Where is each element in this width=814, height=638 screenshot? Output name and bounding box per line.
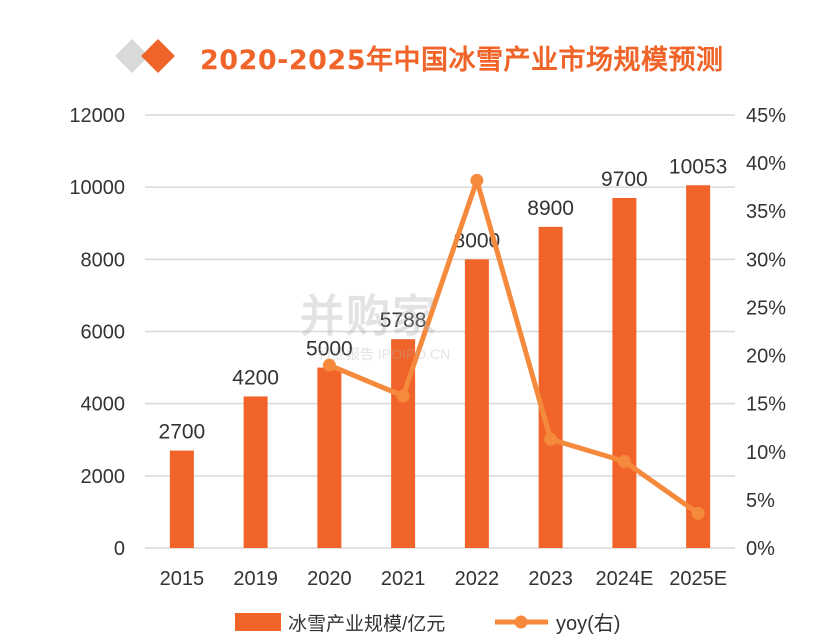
- yoy-point: [396, 389, 410, 403]
- legend-line-marker: [514, 615, 528, 629]
- left-tick-label: 6000: [81, 322, 126, 344]
- right-tick-label: 40%: [746, 153, 786, 175]
- bar: [538, 226, 563, 548]
- yoy-point: [544, 432, 558, 446]
- bar: [686, 185, 711, 548]
- right-tick-label: 0%: [746, 538, 775, 560]
- bar-data-label: 5788: [380, 309, 427, 332]
- right-tick-label: 5%: [746, 490, 775, 512]
- left-tick-label: 10000: [69, 177, 125, 199]
- bar: [317, 367, 342, 548]
- left-tick-label: 8000: [81, 249, 126, 271]
- x-tick-label: 2025E: [669, 568, 727, 590]
- x-tick-label: 2019: [233, 568, 278, 590]
- yoy-line-series: [322, 173, 705, 520]
- x-tick-label: 2021: [381, 568, 426, 590]
- right-tick-label: 45%: [746, 105, 786, 127]
- left-tick-label: 2000: [81, 466, 126, 488]
- bar: [464, 259, 489, 548]
- right-tick-label: 25%: [746, 297, 786, 319]
- bar-data-label: 2700: [159, 421, 206, 444]
- right-tick-label: 20%: [746, 346, 786, 368]
- x-axis-tick-labels: 2015 2019 2020 2021 2022 2023 2024E 2025E: [160, 568, 727, 590]
- right-tick-label: 35%: [746, 201, 786, 223]
- legend-bar-swatch: [235, 613, 281, 631]
- left-tick-label: 0: [114, 538, 125, 560]
- bar-data-label: 8900: [527, 197, 574, 220]
- right-tick-label: 10%: [746, 442, 786, 464]
- left-tick-label: 4000: [81, 394, 126, 416]
- bar: [612, 197, 637, 548]
- bar-series: [169, 185, 711, 548]
- chart-title: 2020-2025年中国冰雪产业市场规模预测: [200, 45, 724, 76]
- yoy-line: [326, 177, 701, 516]
- legend-line-label: yoy(右): [556, 612, 620, 635]
- legend: 冰雪产业规模/亿元 yoy(右): [235, 612, 620, 635]
- legend-bar-label: 冰雪产业规模/亿元: [288, 613, 445, 635]
- bar-data-label: 4200: [232, 366, 279, 389]
- bar-data-label: 8000: [454, 229, 501, 252]
- bar-data-label: 9700: [601, 168, 648, 191]
- x-tick-label: 2022: [455, 568, 500, 590]
- yoy-point: [691, 506, 705, 520]
- x-tick-label: 2020: [307, 568, 352, 590]
- bar-data-labels: 2700 4200 5000 5788 8000 8900 9700 10053: [159, 155, 728, 443]
- right-axis-tick-labels: 0% 5% 10% 15% 20% 25% 30% 35% 40% 45%: [746, 105, 786, 560]
- left-tick-label: 12000: [69, 105, 125, 127]
- yoy-point: [322, 358, 336, 372]
- bar: [243, 396, 268, 548]
- bar-data-label: 10053: [669, 155, 727, 178]
- bar-data-label: 5000: [306, 338, 353, 361]
- x-tick-label: 2015: [160, 568, 205, 590]
- x-tick-label: 2023: [528, 568, 573, 590]
- left-axis-tick-labels: 0 2000 4000 6000 8000 10000 12000: [69, 105, 125, 560]
- x-tick-label: 2024E: [595, 568, 653, 590]
- yoy-point: [617, 454, 631, 468]
- grid-lines: [145, 114, 735, 549]
- bar: [169, 450, 194, 548]
- yoy-point: [470, 173, 484, 187]
- right-tick-label: 30%: [746, 249, 786, 271]
- right-tick-label: 15%: [746, 394, 786, 416]
